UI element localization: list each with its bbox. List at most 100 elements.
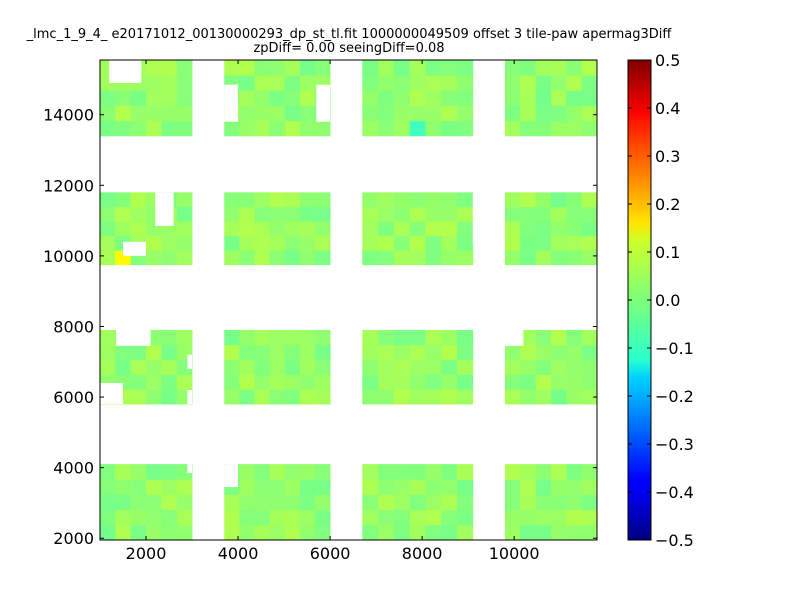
heatmap-cell: [425, 75, 442, 91]
heatmap-cell: [299, 509, 316, 526]
heatmap-cell: [535, 389, 552, 405]
heatmap-cell: [520, 479, 537, 495]
heatmap-cell: [393, 120, 411, 137]
heatmap-cell: [520, 120, 537, 137]
heatmap-cell: [100, 330, 116, 346]
y-tick-label: 6000: [53, 388, 94, 407]
heatmap-cell: [362, 344, 379, 361]
heatmap-cell: [409, 90, 426, 106]
heatmap-cell: [362, 250, 379, 266]
heatmap-cell: [299, 330, 316, 346]
heatmap-cell: [254, 389, 271, 405]
heatmap-cell: [362, 524, 379, 541]
heatmap-cell: [146, 479, 162, 495]
heatmap-cell: [362, 206, 379, 222]
heatmap-cell: [535, 250, 552, 266]
heatmap-cell: [550, 494, 567, 511]
heatmap-cell: [314, 60, 331, 76]
missing-region: [123, 241, 147, 256]
chart-subtitle: zpDiff= 0.00 seeingDiff=0.08: [253, 41, 444, 56]
heatmap-cell: [314, 120, 331, 137]
heatmap-cell: [254, 494, 271, 511]
y-tick-label: 14000: [43, 106, 94, 125]
heatmap-cell: [441, 509, 458, 526]
heatmap-cell: [254, 60, 271, 76]
heatmap-cell: [284, 359, 301, 375]
heatmap-cell: [441, 60, 458, 76]
missing-region: [472, 192, 505, 246]
heatmap-cell: [535, 509, 552, 526]
heatmap-cell: [130, 192, 147, 208]
heatmap-cell: [239, 389, 255, 405]
heatmap-cell: [100, 120, 116, 137]
heatmap-cell: [535, 235, 552, 251]
heatmap-cell: [456, 464, 474, 480]
missing-region: [224, 84, 239, 122]
heatmap-cell: [566, 389, 583, 405]
heatmap-cell: [299, 105, 316, 122]
heatmap-cell: [441, 206, 458, 222]
heatmap-cell: [239, 464, 255, 480]
heatmap-cell: [504, 524, 521, 541]
heatmap-cell: [224, 235, 240, 251]
heatmap-cell: [550, 206, 567, 222]
heatmap-cell: [115, 524, 132, 541]
heatmap-cell: [520, 221, 537, 237]
heatmap-cell: [550, 120, 567, 137]
heatmap-cell: [100, 479, 116, 495]
colorbar-tick-label: −0.2: [655, 387, 694, 406]
heatmap-cell: [520, 105, 537, 122]
heatmap-cell: [504, 75, 521, 91]
heatmap-cell: [146, 344, 162, 361]
heatmap-cell: [146, 90, 162, 106]
heatmap-cell: [362, 464, 379, 480]
heatmap-cell: [146, 494, 162, 511]
missing-region: [187, 390, 193, 405]
heatmap-cell: [161, 524, 178, 541]
heatmap-cell: [161, 479, 178, 495]
heatmap-cell: [239, 359, 255, 375]
heatmap-cell: [299, 60, 316, 76]
heatmap-cell: [239, 75, 255, 91]
heatmap-cell: [425, 90, 442, 106]
heatmap-cell: [535, 206, 552, 222]
heatmap-cell: [161, 330, 178, 346]
heatmap-cell: [224, 524, 240, 541]
missing-region: [109, 60, 142, 83]
heatmap-cell: [161, 374, 178, 390]
heatmap-cell: [566, 464, 583, 480]
heatmap-cell: [115, 359, 132, 375]
y-tick-label: 4000: [53, 459, 94, 478]
heatmap-cell: [504, 494, 521, 511]
heatmap-cell: [284, 60, 301, 76]
heatmap-cell: [456, 221, 474, 237]
heatmap-cell: [146, 105, 162, 122]
heatmap-cell: [566, 105, 583, 122]
heatmap-cell: [550, 344, 567, 361]
heatmap-cell: [314, 359, 331, 375]
heatmap-cell: [130, 221, 147, 237]
heatmap-cell: [161, 90, 178, 106]
heatmap-cell: [566, 206, 583, 222]
heatmap-cell: [581, 120, 598, 137]
heatmap-cell: [362, 60, 379, 76]
x-tick-label: 2000: [126, 544, 167, 563]
heatmap-cell: [535, 330, 552, 346]
heatmap-cell: [504, 374, 521, 390]
heatmap-cell: [299, 494, 316, 511]
heatmap-cell: [284, 120, 301, 137]
heatmap-cell: [378, 60, 395, 76]
heatmap-cell: [100, 464, 116, 480]
heatmap-cell: [130, 344, 147, 361]
colorbar-tick-label: −0.1: [655, 339, 694, 358]
heatmap-cell: [535, 494, 552, 511]
heatmap-cell: [456, 105, 474, 122]
heatmap-cell: [100, 192, 116, 208]
heatmap-cell: [393, 344, 411, 361]
heatmap-cell: [362, 120, 379, 137]
heatmap-cell: [504, 90, 521, 106]
heatmap-cell: [441, 330, 458, 346]
heatmap-cell: [299, 344, 316, 361]
heatmap-cell: [378, 330, 395, 346]
